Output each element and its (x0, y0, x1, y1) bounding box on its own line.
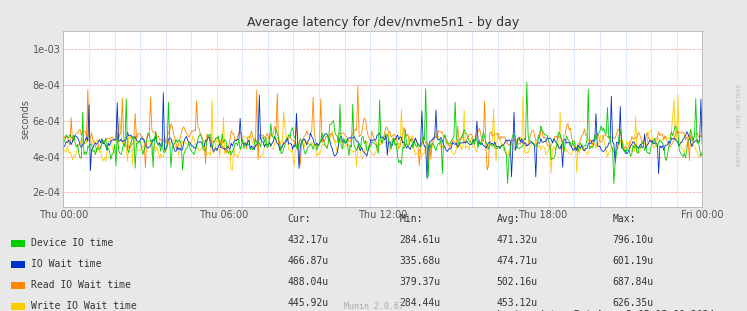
Text: 502.16u: 502.16u (497, 277, 538, 287)
Text: 432.17u: 432.17u (288, 234, 329, 244)
Text: Read IO Wait time: Read IO Wait time (31, 280, 131, 290)
Text: 379.37u: 379.37u (400, 277, 441, 287)
Text: RRDTOOL / TOBI OETIKER: RRDTOOL / TOBI OETIKER (737, 83, 742, 166)
Text: 474.71u: 474.71u (497, 256, 538, 266)
Text: 445.92u: 445.92u (288, 298, 329, 308)
Text: 626.35u: 626.35u (613, 298, 654, 308)
Y-axis label: seconds: seconds (20, 99, 30, 139)
Text: 466.87u: 466.87u (288, 256, 329, 266)
Text: 453.12u: 453.12u (497, 298, 538, 308)
Text: Munin 2.0.67: Munin 2.0.67 (344, 302, 403, 311)
Text: 488.04u: 488.04u (288, 277, 329, 287)
Text: Write IO Wait time: Write IO Wait time (31, 301, 137, 311)
Text: Max:: Max: (613, 214, 636, 224)
Text: 335.68u: 335.68u (400, 256, 441, 266)
Text: IO Wait time: IO Wait time (31, 259, 101, 269)
Text: 796.10u: 796.10u (613, 234, 654, 244)
Text: 601.19u: 601.19u (613, 256, 654, 266)
Title: Average latency for /dev/nvme5n1 - by day: Average latency for /dev/nvme5n1 - by da… (247, 16, 519, 29)
Text: 284.44u: 284.44u (400, 298, 441, 308)
Text: Last update: Fri Aug  2 05:15:00 2024: Last update: Fri Aug 2 05:15:00 2024 (497, 309, 714, 311)
Text: Min:: Min: (400, 214, 423, 224)
Text: Cur:: Cur: (288, 214, 311, 224)
Text: 284.61u: 284.61u (400, 234, 441, 244)
Text: 687.84u: 687.84u (613, 277, 654, 287)
Text: 471.32u: 471.32u (497, 234, 538, 244)
Text: Avg:: Avg: (497, 214, 520, 224)
Text: Device IO time: Device IO time (31, 238, 113, 248)
